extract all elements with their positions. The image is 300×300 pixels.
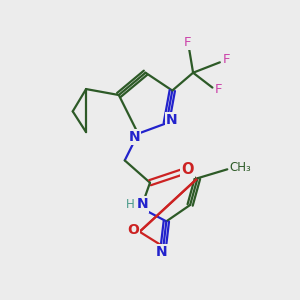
Text: F: F [223,53,230,66]
Text: CH₃: CH₃ [230,161,251,174]
Text: O: O [127,223,139,237]
Text: N: N [156,245,168,259]
Text: O: O [182,162,194,177]
Text: N: N [129,130,140,144]
Text: F: F [215,82,223,96]
Text: N: N [166,113,178,127]
Text: N: N [137,197,148,212]
Text: F: F [183,36,191,49]
Text: H: H [125,198,134,211]
